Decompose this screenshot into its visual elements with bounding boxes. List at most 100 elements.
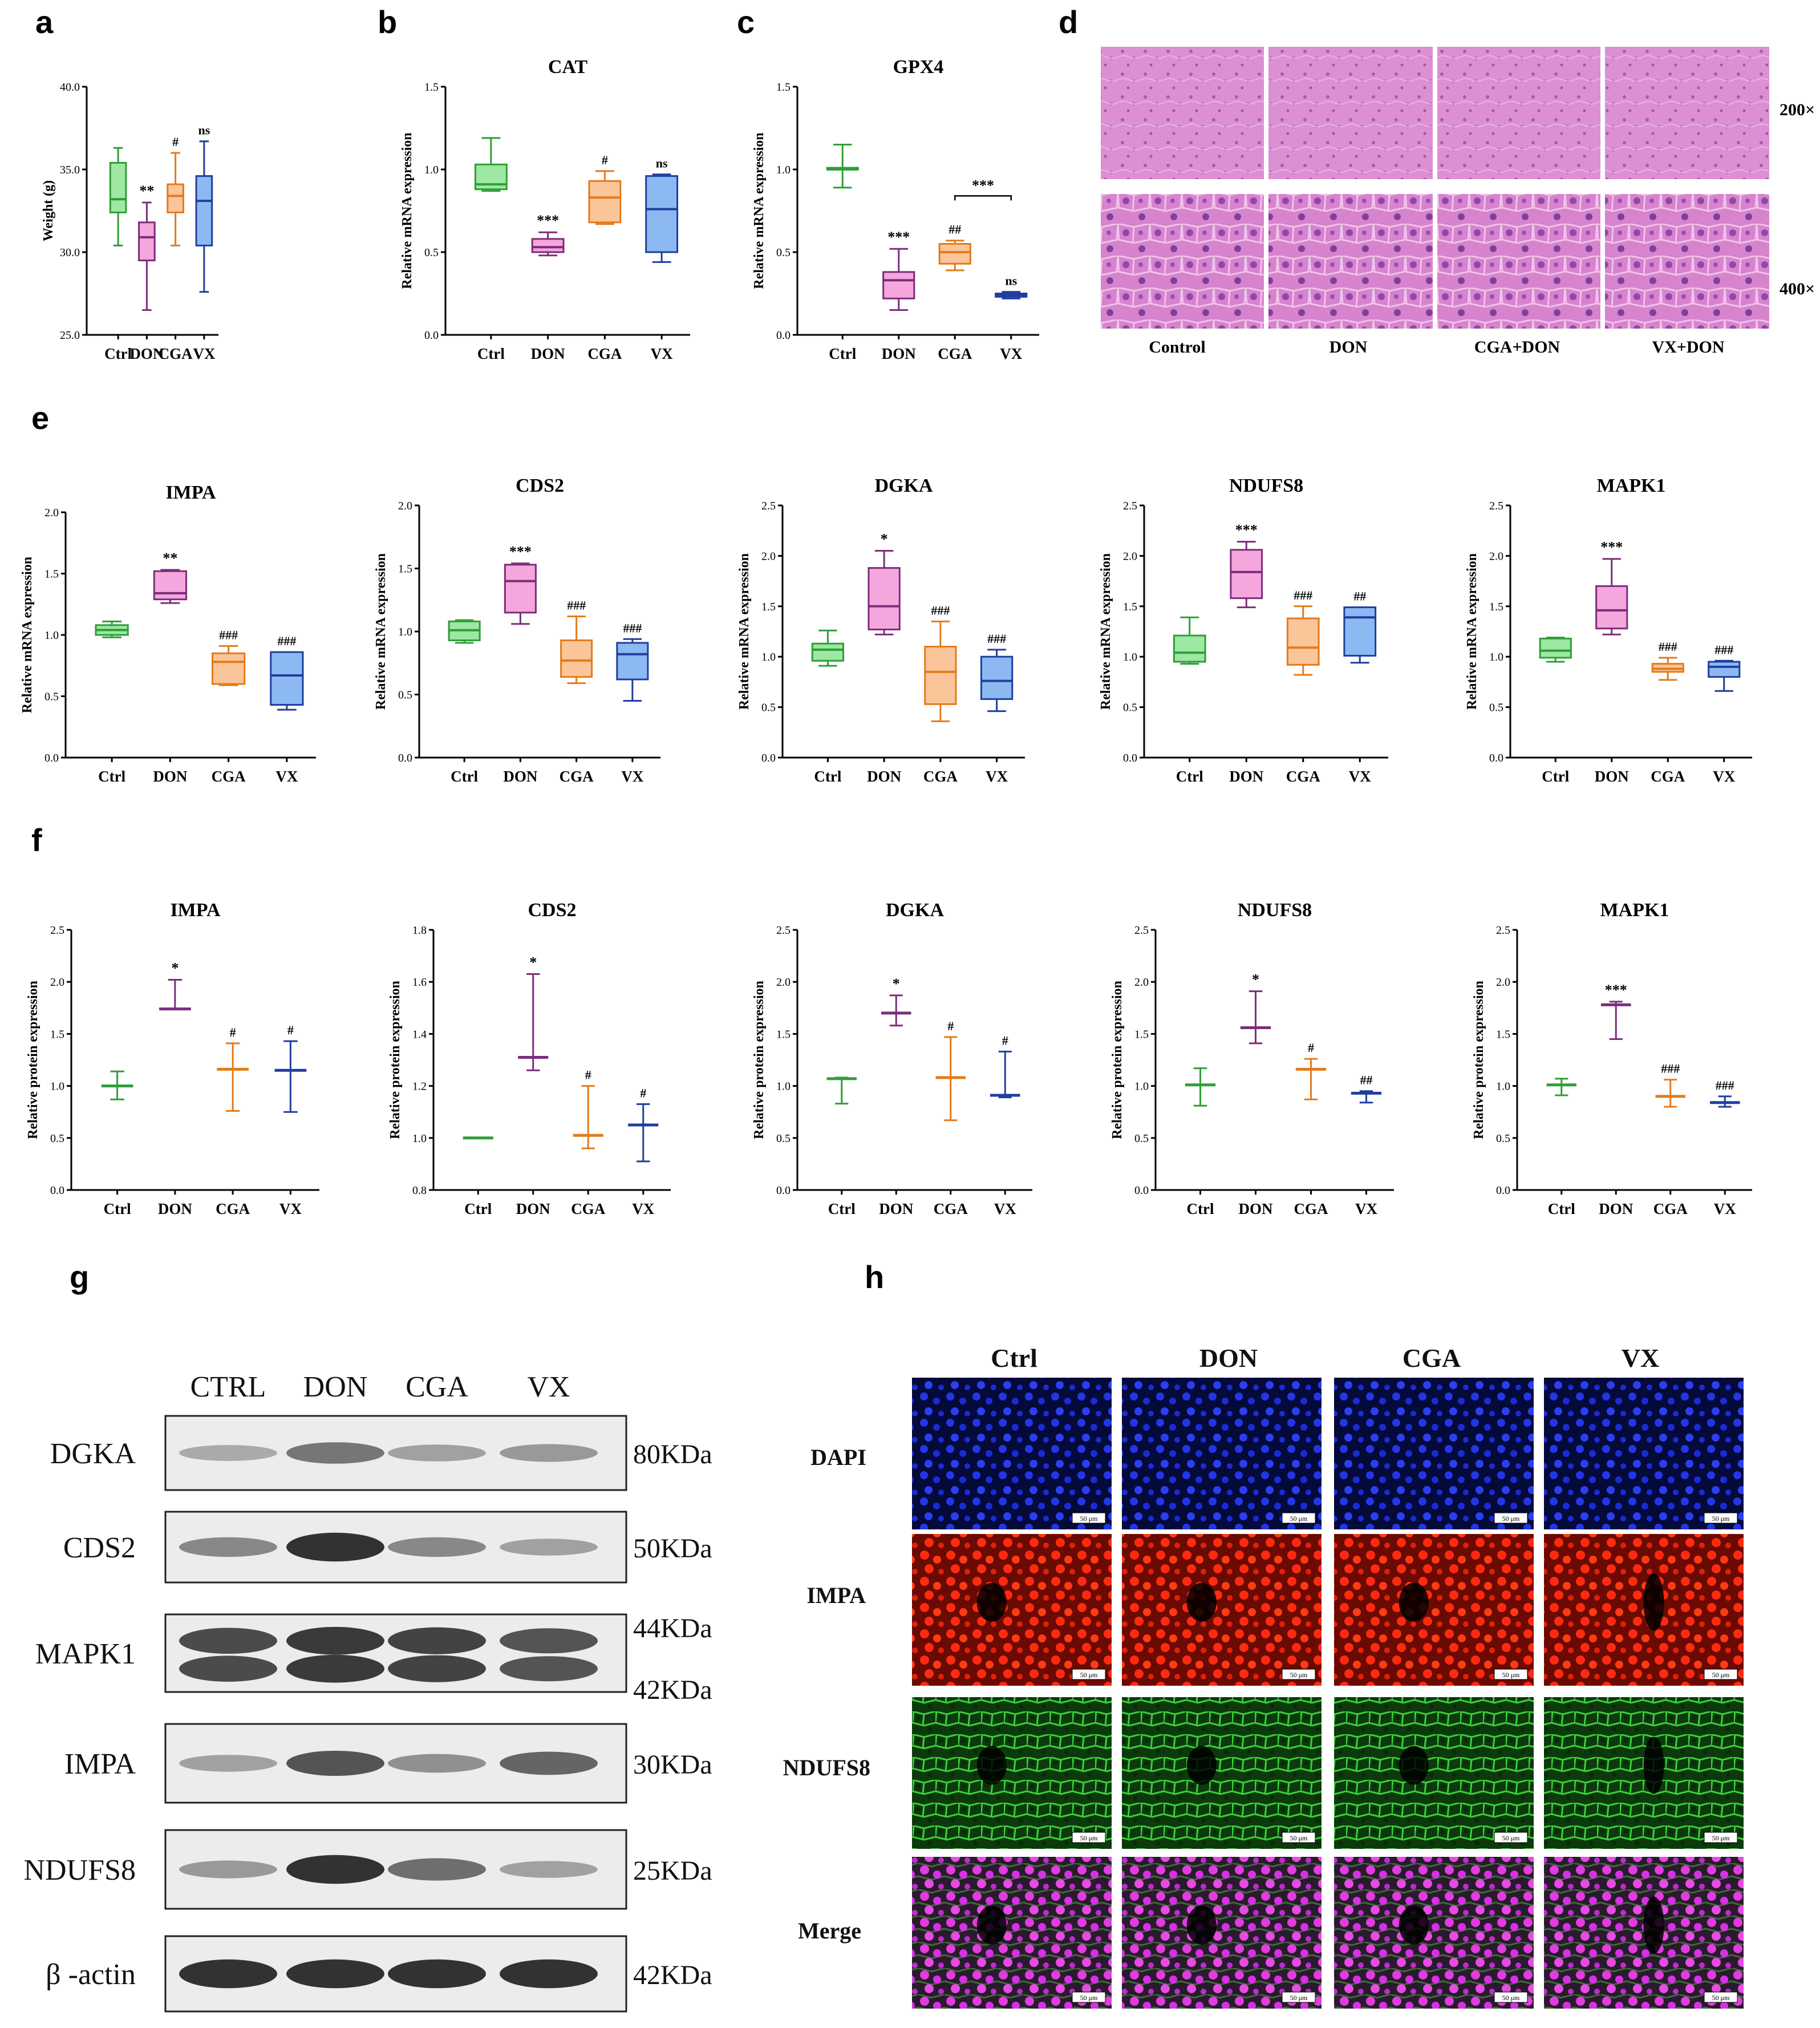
f2-ytick-label-0: 0.8 <box>412 1184 427 1197</box>
f3-ytick-label-5: 2.5 <box>776 924 791 937</box>
f5-ytick-label-0: 0.0 <box>1496 1184 1510 1197</box>
chart-e-mapk1: MAPK1 Relative mRNA expression 0.0 0.5 1.0 1.… <box>1465 475 1752 785</box>
e3-category-label-0: Ctrl <box>814 768 841 785</box>
f5-sig-1: *** <box>1605 982 1627 998</box>
a-sig-1: ** <box>139 183 154 199</box>
e5-box-0 <box>1539 637 1572 659</box>
blot-band-0-0-1 <box>286 1442 384 1464</box>
if-vessel-2-0 <box>976 1746 1007 1785</box>
f1-ytick-label-2: 1.0 <box>50 1080 64 1093</box>
e5-sig-2: ### <box>1659 639 1677 654</box>
e2-category-label-0: Ctrl <box>451 768 478 785</box>
b-category-label-3: VX <box>651 345 673 362</box>
if-scalebar-0-1: 50 μm <box>1290 1515 1308 1523</box>
c-bracket <box>954 195 1012 201</box>
if-image-3-0 <box>911 1856 1113 2010</box>
e2-category-label-1: DON <box>503 768 538 785</box>
blot-mw-5-0: 42KDa <box>633 1960 712 1990</box>
blot-band-4-0-2 <box>388 1858 486 1881</box>
if-image-0-0 <box>911 1377 1113 1531</box>
e2-ytick-label-3: 1.5 <box>398 563 412 576</box>
chart-e-dgka: DGKA Relative mRNA expression 0.0 0.5 1.0 1.5… <box>737 475 1025 785</box>
f1-ytick-label-4: 2.0 <box>50 976 64 989</box>
if-scalebar-box-0-1 <box>1282 1512 1316 1524</box>
if-image-1-1 <box>1121 1533 1323 1687</box>
e2-box-2 <box>560 639 593 678</box>
e5-ytick-label-4: 2.0 <box>1489 550 1503 562</box>
if-scalebar-box-0-0 <box>1072 1512 1106 1524</box>
f1-ytick-label-1: 0.5 <box>50 1132 64 1145</box>
histology-control-200x <box>1101 47 1264 179</box>
magnification-200x: 200× <box>1780 100 1815 119</box>
if-image-3-2 <box>1333 1856 1535 2010</box>
e4-category-label-3: VX <box>1349 768 1371 785</box>
c-category-label-2: CGA <box>938 345 972 362</box>
e3-category-label-3: VX <box>986 768 1008 785</box>
blot-band-2-0-3 <box>500 1628 598 1654</box>
c-category-label-0: Ctrl <box>829 345 856 362</box>
if-vessel-3-1 <box>1186 1905 1217 1945</box>
if-scalebar-3-2: 50 μm <box>1502 1994 1520 2002</box>
if-vessel-2-3 <box>1643 1736 1664 1794</box>
a-ytick-label-2: 35.0 <box>60 164 80 176</box>
histology-group-control: Control <box>1149 338 1205 357</box>
c-sig-2: ## <box>948 222 961 237</box>
e4-category-label-2: CGA <box>1286 768 1321 785</box>
blot-band-1-0-2 <box>388 1537 486 1557</box>
f2-sig-1: * <box>529 954 537 971</box>
e4-box-3 <box>1343 606 1377 657</box>
if-vessel-1-0 <box>976 1582 1007 1622</box>
e1-ytick-label-1: 0.5 <box>44 691 59 703</box>
e1-sig-2: ### <box>219 628 238 642</box>
f3-category-label-2: CGA <box>934 1200 968 1217</box>
f5-title: MAPK1 <box>1600 900 1669 921</box>
e4-ytick-label-4: 2.0 <box>1123 550 1137 562</box>
a-category-label-0: Ctrl <box>104 345 132 362</box>
f2-ytick-label-2: 1.2 <box>412 1080 427 1093</box>
f2-ytick-label-1: 1.0 <box>412 1132 427 1145</box>
if-image-3-1 <box>1121 1856 1323 2010</box>
if-vessel-3-3 <box>1643 1896 1664 1954</box>
e1-box-1 <box>153 570 187 601</box>
e2-ytick-label-4: 2.0 <box>398 500 412 512</box>
blot-band-1-0-1 <box>286 1532 384 1562</box>
if-scalebar-1-0: 50 μm <box>1080 1671 1098 1679</box>
blot-band-2-1-0 <box>179 1655 277 1682</box>
e1-ylabel: Relative mRNA expression <box>20 557 35 713</box>
histology-group-vx-don: VX+DON <box>1652 338 1724 357</box>
e3-ytick-label-3: 1.5 <box>761 601 776 613</box>
f3-ytick-label-4: 2.0 <box>776 976 791 989</box>
a-sig-3: ns <box>198 123 210 137</box>
e1-category-label-2: CGA <box>212 768 246 785</box>
c-category-label-1: DON <box>882 345 917 362</box>
if-image-0-2 <box>1333 1377 1535 1531</box>
chart-f-cds2: CDS2 Relative protein expression 0.8 1.0 1.2… <box>388 900 671 1217</box>
e3-box-2 <box>924 646 957 705</box>
b-sig-1: *** <box>537 212 559 229</box>
e2-category-label-2: CGA <box>560 768 594 785</box>
e2-ytick-label-2: 1.0 <box>398 626 412 638</box>
if-vessel-1-3 <box>1643 1573 1664 1631</box>
e3-category-label-2: CGA <box>923 768 958 785</box>
e3-ytick-label-4: 2.0 <box>761 550 776 562</box>
chart-b-cat: CAT Relative mRNA expression 0.0 0.5 1.0 1.5 C… <box>400 56 690 362</box>
e3-box-1 <box>868 567 901 630</box>
f5-ytick-label-1: 0.5 <box>1496 1132 1510 1145</box>
f5-ytick-label-4: 2.0 <box>1496 976 1510 989</box>
a-ytick-label-0: 25.0 <box>60 329 80 342</box>
f3-title: DGKA <box>886 900 944 921</box>
if-scalebar-2-0: 50 μm <box>1080 1834 1098 1842</box>
f3-ytick-label-0: 0.0 <box>776 1184 791 1197</box>
blot-band-5-0-1 <box>286 1959 384 1989</box>
f5-ytick-label-3: 1.5 <box>1496 1028 1510 1041</box>
e5-ytick-label-1: 0.5 <box>1489 702 1503 714</box>
f4-sig-3: ## <box>1360 1073 1373 1087</box>
e4-box-2 <box>1286 617 1320 666</box>
a-box-3 <box>195 175 213 246</box>
if-scalebar-3-3: 50 μm <box>1712 1994 1730 2002</box>
e1-ytick-label-2: 1.0 <box>44 629 59 642</box>
if-scalebar-1-3: 50 μm <box>1712 1671 1730 1679</box>
blot-band-0-0-3 <box>500 1444 598 1462</box>
c-ytick-label-1: 0.5 <box>776 246 791 259</box>
chart-f-ndufs8: NDUFS8 Relative protein expression 0.0 0.5 1… <box>1110 900 1394 1217</box>
